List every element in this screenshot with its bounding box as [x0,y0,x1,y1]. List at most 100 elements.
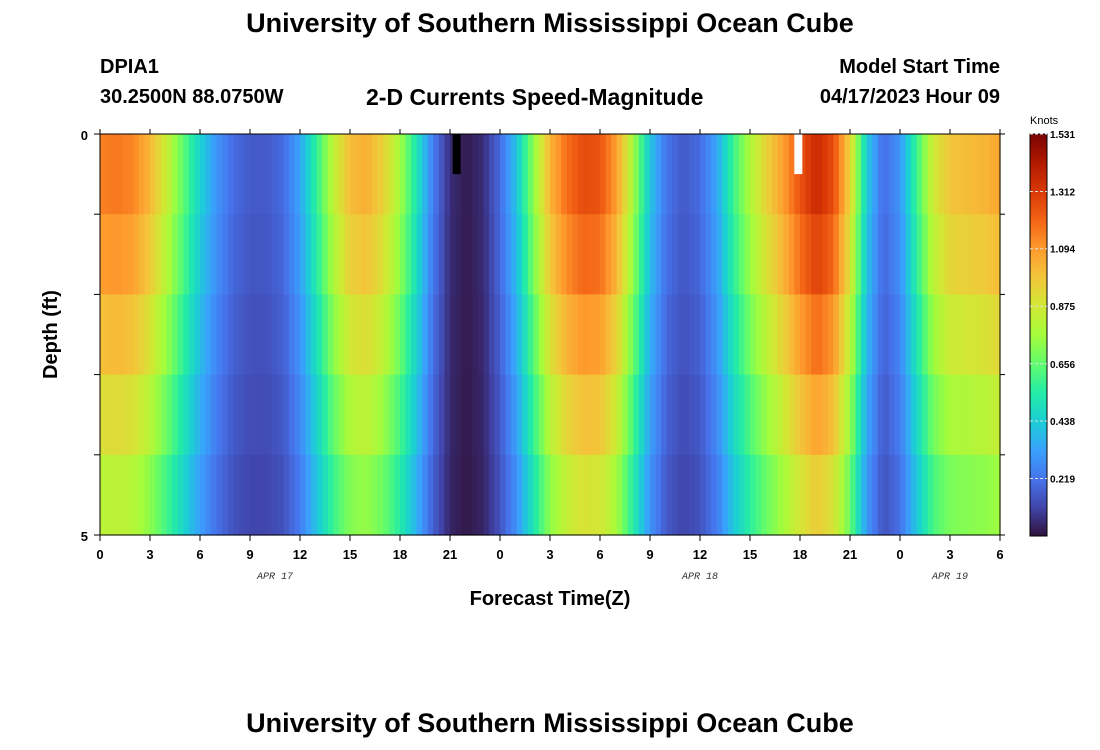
heatmap-cell [255,294,262,376]
heatmap-cell [472,214,479,295]
heatmap-cell [477,454,484,536]
heatmap-cell [244,374,251,456]
heatmap-cell [588,134,596,215]
heatmap-cell [583,454,590,536]
heatmap-cell [688,374,696,456]
heatmap-cell [455,134,462,215]
heatmap-cell [800,214,807,295]
heatmap-cell [211,214,218,295]
heatmap-cell [511,374,518,456]
heatmap-cell [888,454,896,536]
heatmap-cell [188,454,196,536]
x-tick-label: 9 [246,547,253,562]
heatmap-cell [277,214,284,295]
marker-bars [452,134,803,175]
heatmap-cell [538,294,546,376]
heatmap-cell [955,374,962,456]
heatmap-cell [366,454,373,536]
heatmap-cell [288,454,296,536]
heatmap-cell [383,294,390,376]
heatmap-cell [394,454,401,536]
heatmap-cell [888,294,896,376]
heatmap-cell [444,214,451,295]
heatmap-cell [805,214,812,295]
heatmap-cell [311,374,318,456]
heatmap-cell [961,454,968,536]
heatmap-cell [433,294,440,376]
heatmap-cell [927,134,934,215]
heatmap-cell [594,454,601,536]
heatmap-cell [661,134,668,215]
heatmap-cell [172,374,179,456]
heatmap-cell [500,374,507,456]
heatmap-cell [900,134,907,215]
heatmap-cell [866,214,873,295]
heatmap-cell [883,134,890,215]
heatmap-cell [533,214,540,295]
heatmap-cell [283,214,290,295]
heatmap-cell [105,134,112,215]
heatmap-cell [955,294,962,376]
heatmap-cell [238,374,246,456]
heatmap-cell [727,294,734,376]
heatmap-cell [583,134,590,215]
heatmap-cell [838,294,846,376]
heatmap-cell [822,214,829,295]
heatmap-cell [405,374,412,456]
heatmap-cell [977,454,984,536]
heatmap-cell [700,454,707,536]
heatmap-cell [555,454,562,536]
heatmap-cell [327,454,334,536]
heatmap-cell [594,214,601,295]
heatmap-cell [311,454,318,536]
heatmap-cell [200,134,207,215]
heatmap-cell [694,454,701,536]
heatmap-cell [200,214,207,295]
heatmap-cell [883,214,890,295]
heatmap-cell [333,294,340,376]
heatmap-cell [233,374,240,456]
heatmap-cell [705,374,712,456]
heatmap-cell [866,454,873,536]
heatmap-cell [833,134,840,215]
heatmap-cell [572,134,579,215]
heatmap-cell [844,374,851,456]
x-axis-label: Forecast Time(Z) [470,588,631,610]
heatmap-cell [427,454,434,536]
heatmap-cell [266,214,273,295]
model-start-value: 04/17/2023 Hour 09 [819,86,1000,108]
heatmap-cell [416,134,423,215]
heatmap-cell [338,454,346,536]
heatmap-cell [200,454,207,536]
heatmap-cell [105,294,112,376]
heatmap-cell [922,294,929,376]
x-tick-label: 0 [96,547,103,562]
heatmap-cell [283,374,290,456]
heatmap-cell [116,294,123,376]
heatmap-cell [644,454,651,536]
heatmap-cell [850,214,857,295]
heatmap-cell [694,294,701,376]
heatmap-cell [822,454,829,536]
heatmap-cell [683,294,690,376]
heatmap-cell [327,214,334,295]
heatmap-cell [450,294,457,376]
heatmap-cell [822,294,829,376]
heatmap-cell [550,294,557,376]
heatmap-cell [650,214,657,295]
heatmap-cell [772,374,779,456]
heatmap-cell [588,214,596,295]
x-tick-label: 0 [896,547,903,562]
heatmap-cell [411,454,418,536]
heatmap-cell [388,214,396,295]
heatmap-cell [350,134,357,215]
heatmap-cell [427,134,434,215]
heatmap-cell [827,214,834,295]
heatmap-cell [800,294,807,376]
heatmap-cell [450,214,457,295]
heatmap-cell [622,454,629,536]
heatmap-cell [166,134,173,215]
heatmap-cell [983,374,990,456]
heatmap-cell [877,214,884,295]
heatmap-cell [222,214,229,295]
